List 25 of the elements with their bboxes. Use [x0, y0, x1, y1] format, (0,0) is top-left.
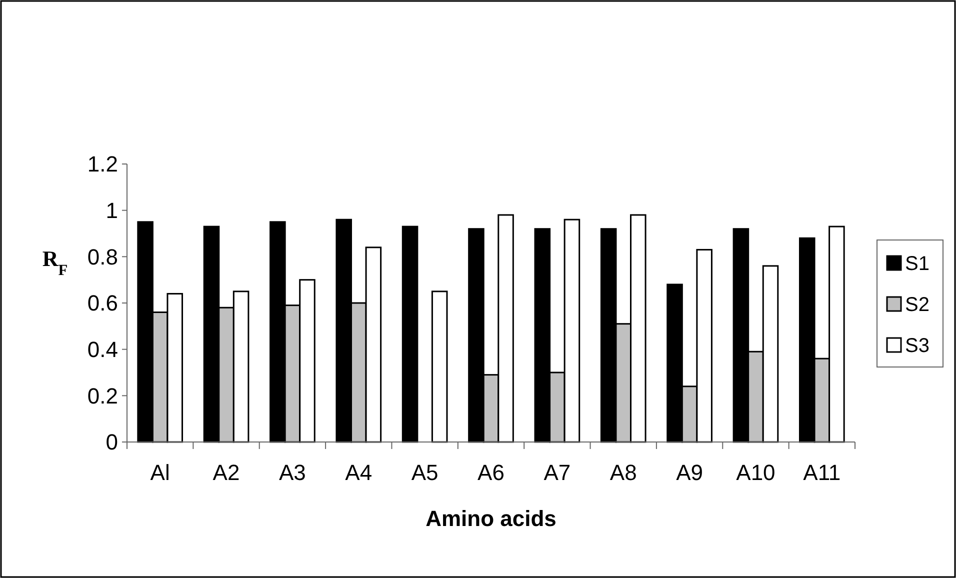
x-tick-label: A9 [676, 460, 704, 485]
y-tick-label: 0.6 [87, 290, 118, 316]
x-tick-label: Al [150, 460, 170, 485]
y-axis-title: R$_{F}$ [42, 246, 68, 278]
x-tick-label: A10 [736, 460, 776, 485]
y-tick-label: 0.8 [87, 244, 118, 270]
x-tick-label: A8 [610, 460, 637, 485]
x-tick-label: A7 [544, 460, 571, 485]
y-tick-label: 0.2 [87, 383, 118, 408]
bar [402, 226, 418, 443]
x-tick-label: A2 [212, 460, 240, 485]
legend-label: S1 [905, 253, 930, 275]
legend-label: S3 [905, 335, 930, 357]
bar [431, 290, 448, 443]
x-tick-label: A3 [278, 460, 306, 485]
y-tick-label: 0.4 [87, 337, 118, 362]
x-tick-label: A11 [803, 460, 841, 485]
legend-label: S2 [905, 294, 930, 316]
x-tick-label: A4 [345, 460, 372, 485]
x-tick-label: A5 [411, 460, 438, 485]
x-axis-title: Amino acids [426, 506, 556, 531]
y-tick-label: 1 [106, 198, 118, 224]
y-tick-label: 1.2 [87, 152, 118, 177]
x-tick-label: A6 [478, 460, 504, 485]
y-tick-label: 0 [106, 430, 118, 455]
